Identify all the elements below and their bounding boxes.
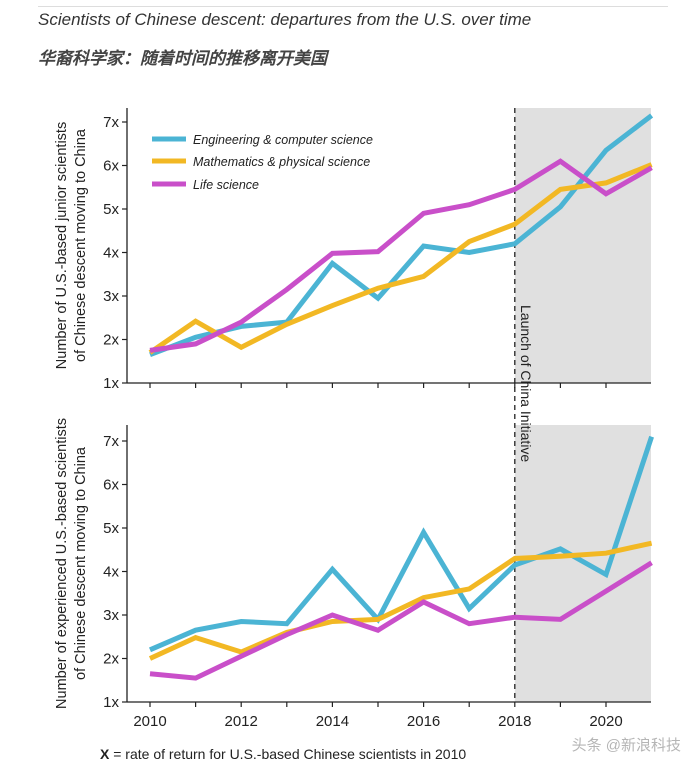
watermark: 头条 @新浪科技 — [571, 737, 681, 754]
chart-title: Scientists of Chinese descent: departure… — [38, 10, 532, 29]
y-tick-label-2: 7x — [103, 433, 119, 450]
footnote: X = rate of return for U.S.-based Chines… — [100, 746, 466, 762]
y-tick-label-1: 3x — [103, 288, 119, 305]
y-tick-label-2: 2x — [103, 651, 119, 668]
legend-label-engineering: Engineering & computer science — [193, 133, 373, 147]
footnote-text: = rate of return for U.S.-based Chinese … — [109, 746, 467, 762]
y-axis-label-1: of Chinese descent moving to China — [73, 128, 89, 362]
x-tick-label: 2012 — [225, 713, 258, 730]
series-line-math-2 — [148, 540, 653, 661]
y-tick-label-1: 7x — [103, 114, 119, 131]
y-tick-label-1: 6x — [103, 158, 119, 175]
x-tick-label: 2016 — [407, 713, 440, 730]
footnote-symbol: X — [100, 746, 110, 762]
y-tick-label-1: 1x — [103, 375, 119, 392]
y-tick-label-2: 1x — [103, 694, 119, 711]
y-tick-label-2: 6x — [103, 477, 119, 494]
chart-subtitle: 华裔科学家：随着时间的推移离开美国 — [38, 49, 327, 68]
x-tick-label: 2014 — [316, 713, 349, 730]
x-tick-label: 2018 — [498, 713, 531, 730]
x-tick-label: 2020 — [589, 713, 622, 730]
top-rule — [38, 6, 668, 7]
shaded-region-1 — [514, 108, 651, 383]
legend-label-math: Mathematics & physical science — [193, 155, 370, 169]
y-tick-label-2: 5x — [103, 520, 119, 537]
series-line-life-2 — [149, 560, 653, 681]
y-tick-label-1: 2x — [103, 332, 119, 349]
y-axis-label-2: Number of experienced U.S.-based scienti… — [54, 418, 70, 709]
x-tick-label: 2010 — [133, 713, 166, 730]
y-tick-label-2: 3x — [103, 607, 119, 624]
y-tick-label-2: 4x — [103, 564, 119, 581]
series-line-engineering-2 — [149, 435, 654, 653]
series-line-life-1 — [149, 158, 653, 353]
legend-label-life: Life science — [193, 178, 259, 192]
china-initiative-label: Launch of China Initiative — [518, 305, 534, 462]
y-tick-label-1: 4x — [103, 245, 119, 262]
series-line-math-1 — [148, 162, 653, 355]
y-axis-label-2: of Chinese descent moving to China — [73, 446, 89, 680]
y-tick-label-1: 5x — [103, 201, 119, 218]
y-axis-label-1: Number of U.S.-based junior scientists — [54, 122, 70, 369]
